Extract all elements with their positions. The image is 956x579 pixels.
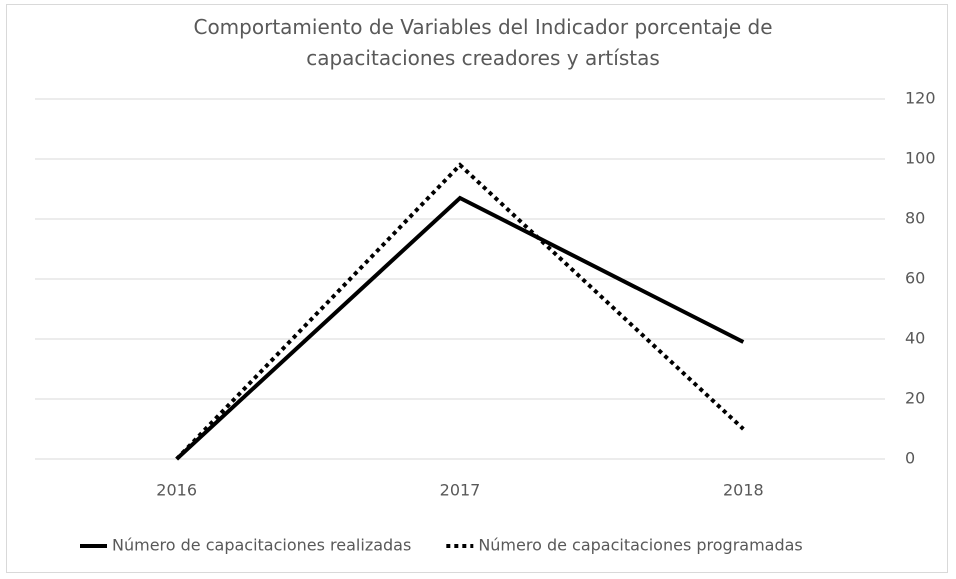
- series-line: [175, 195, 745, 461]
- series-line: [175, 162, 745, 461]
- y-tick-label: 0: [905, 449, 915, 468]
- y-tick-label: 20: [905, 389, 925, 408]
- legend-label: Número de capacitaciones realizadas: [112, 536, 411, 555]
- y-tick-label: 100: [905, 149, 936, 168]
- x-tick-label: 2018: [723, 481, 764, 500]
- chart-title: Comportamiento de Variables del Indicado…: [193, 15, 773, 70]
- x-tick-label: 2016: [156, 481, 197, 500]
- y-tick-label: 40: [905, 329, 925, 348]
- y-tick-label: 60: [905, 269, 925, 288]
- y-tick-label: 80: [905, 209, 925, 228]
- x-tick-label: 2017: [440, 481, 481, 500]
- y-tick-label: 120: [905, 89, 936, 108]
- legend-label: Número de capacitaciones programadas: [478, 536, 802, 555]
- chart-frame: [6, 4, 948, 573]
